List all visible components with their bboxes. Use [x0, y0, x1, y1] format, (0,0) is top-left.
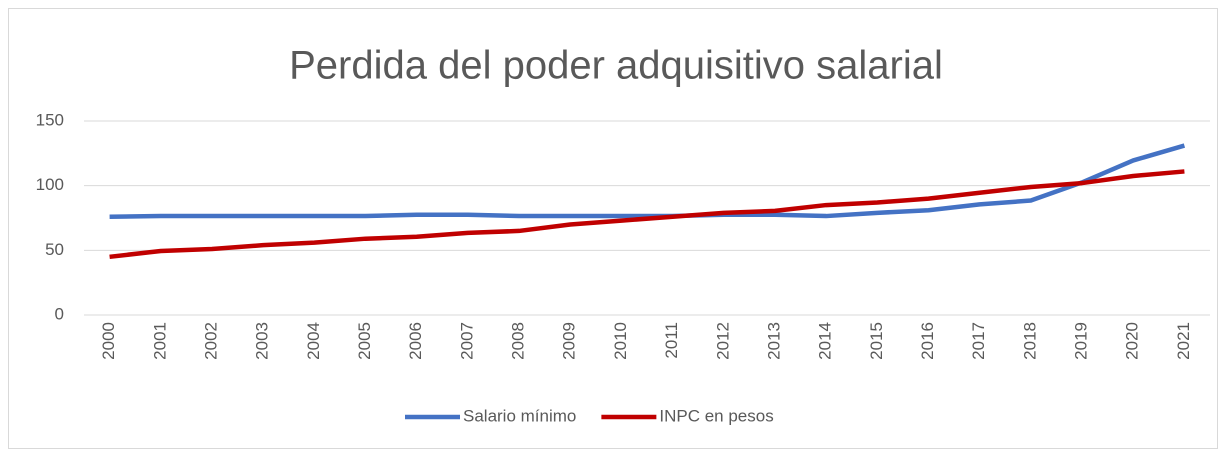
x-tick-label: 2013 [764, 322, 783, 360]
x-tick-label: 2008 [509, 322, 528, 360]
x-tick-label: 2011 [662, 322, 681, 359]
x-tick-label: 2015 [867, 322, 886, 360]
x-tick-label: 2009 [560, 322, 579, 360]
x-tick-label: 2002 [201, 322, 220, 360]
x-tick-label: 2016 [918, 322, 937, 360]
y-tick-label: 150 [36, 110, 64, 129]
x-tick-label: 2005 [355, 322, 374, 360]
line-series [109, 169, 1185, 260]
legend-label: Salario mínimo [463, 406, 576, 425]
legend-label: INPC en pesos [659, 406, 773, 425]
x-tick-label: 2020 [1123, 322, 1142, 360]
x-tick-label: 2021 [1174, 322, 1193, 360]
line-series [109, 143, 1186, 219]
x-tick-label: 2018 [1020, 322, 1039, 360]
x-tick-label: 2019 [1072, 322, 1091, 360]
y-tick-label: 0 [55, 304, 64, 323]
x-tick-label: 2007 [457, 322, 476, 360]
chart-title: Perdida del poder adquisitivo salarial [289, 44, 943, 88]
x-tick-label: 2012 [713, 322, 732, 360]
x-tick-label: 2017 [969, 322, 988, 360]
x-tick-label: 2010 [611, 322, 630, 360]
chart-frame [8, 8, 1218, 449]
y-tick-label: 50 [45, 240, 64, 259]
x-tick-label: 2001 [150, 322, 169, 360]
y-tick-label: 100 [36, 175, 64, 194]
x-tick-label: 2014 [816, 322, 835, 360]
x-tick-label: 2000 [99, 322, 118, 360]
x-tick-label: 2006 [406, 322, 425, 360]
x-tick-label: 2003 [253, 322, 272, 360]
x-tick-label: 2004 [304, 322, 323, 360]
